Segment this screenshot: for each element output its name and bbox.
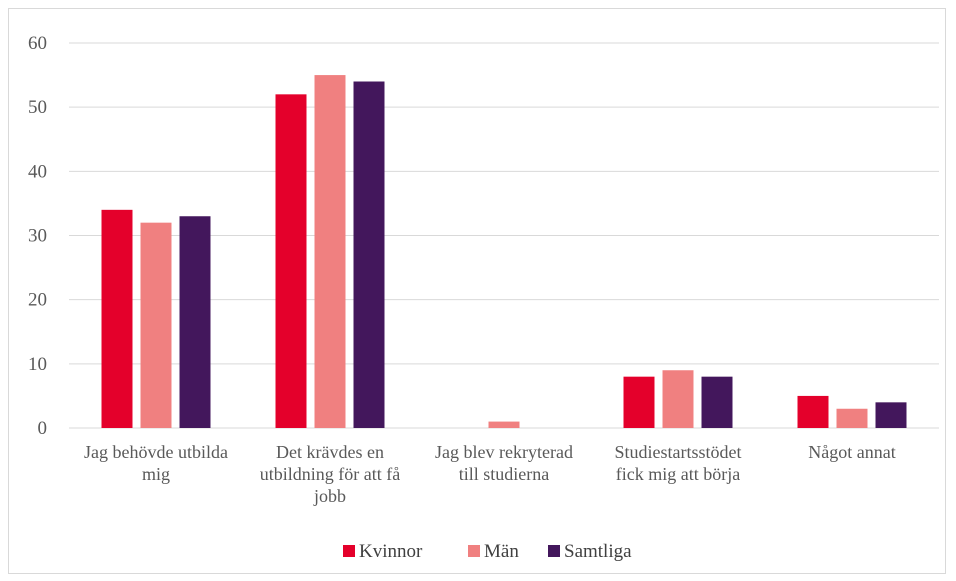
bar-samtliga [179,216,211,428]
legend-swatch-kvinnor [343,545,355,557]
category-label: Något annat [808,442,895,462]
category-label: Jag behövde utbilda mig [84,442,228,484]
bar-män [140,222,172,428]
bar-män [314,75,346,428]
category-label: Jag blev rekryterad till studierna [435,442,573,484]
y-tick-label: 50 [28,97,47,118]
category-labels: Jag behövde utbilda mig Det krävdes en utbi… [84,442,896,506]
y-tick-label: 10 [28,354,47,375]
legend-label: Kvinnor [359,541,423,562]
legend: Kvinnor Män Samtliga [343,541,632,562]
category-label: Det krävdes en utbildning för att få jobb [260,442,400,506]
bar-samtliga [875,402,907,428]
bars [101,75,907,428]
bar-samtliga [353,81,385,428]
bar-kvinnor [275,94,307,428]
bar-kvinnor [623,376,655,428]
gridlines [69,42,939,429]
y-axis-tick-labels: 0 10 20 30 40 50 60 [28,33,47,439]
y-tick-label: 0 [38,418,48,439]
bar-män [488,421,520,428]
y-tick-label: 40 [28,161,47,182]
bar-män [836,408,868,428]
bar-samtliga [701,376,733,428]
bar-män [662,370,694,428]
legend-swatch-samtliga [548,545,560,557]
bar-kvinnor [797,395,829,428]
bar-kvinnor [101,209,133,428]
y-tick-label: 30 [28,226,47,247]
y-tick-label: 20 [28,290,47,311]
legend-swatch-män [468,545,480,557]
legend-label: Män [484,541,519,562]
y-tick-label: 60 [28,33,47,54]
category-label: Studiestartsstödet fick mig att börja [615,442,742,484]
legend-label: Samtliga [564,541,632,562]
